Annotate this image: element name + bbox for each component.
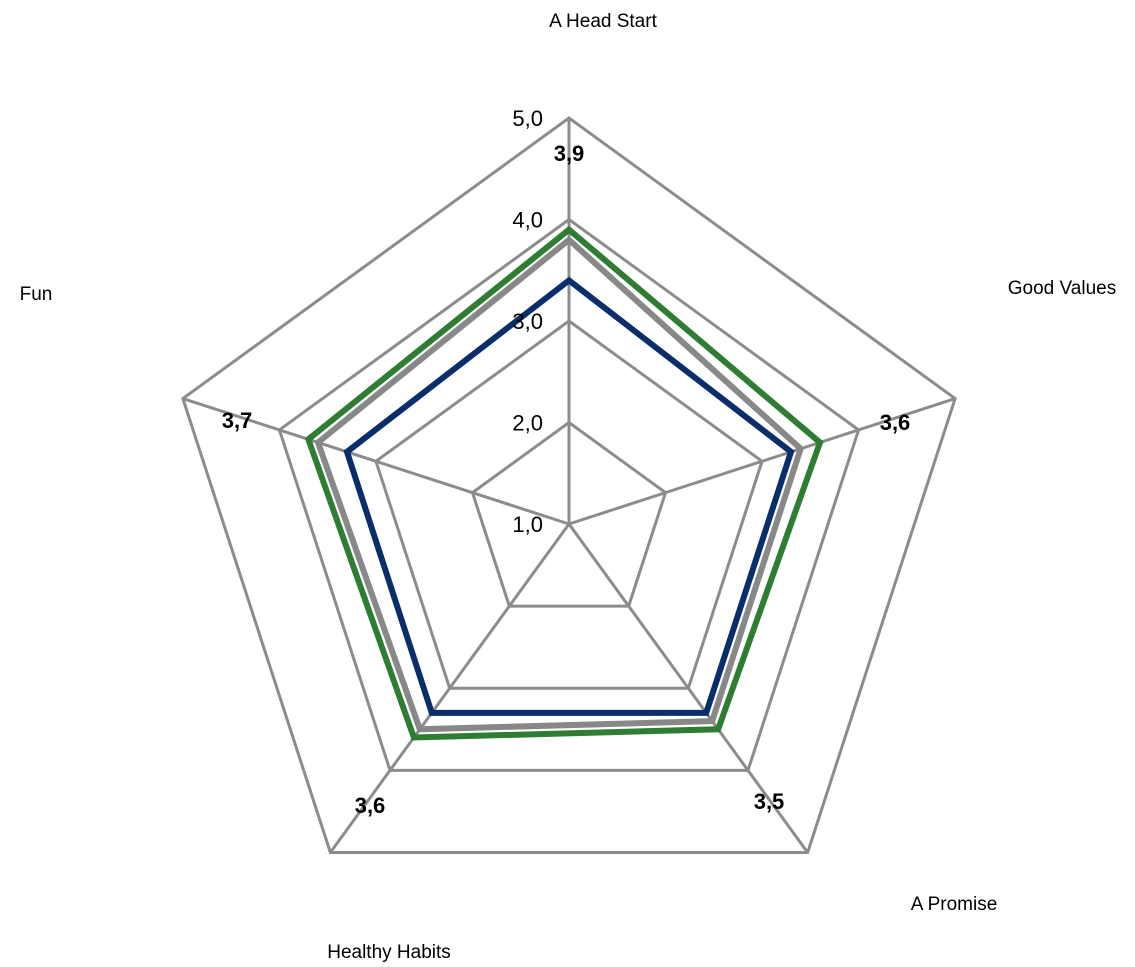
grid-spoke: [182, 397, 570, 526]
grid-spoke: [329, 523, 571, 854]
series-line-1: [304, 225, 824, 741]
series-line-2: [314, 235, 805, 733]
data-label: 3,6: [880, 410, 911, 435]
tick-label: 2,0: [512, 411, 543, 436]
category-label: Good Values: [1008, 278, 1116, 299]
tick-label: 1,0: [512, 512, 543, 537]
series-line-3: [343, 276, 795, 716]
data-label: 3,7: [222, 408, 253, 433]
tick-label: 3,0: [512, 309, 543, 334]
data-label: 3,9: [554, 141, 585, 166]
category-label: Healthy Habits: [327, 942, 451, 963]
data-label: 3,6: [355, 793, 386, 818]
grid-spoke: [568, 397, 956, 526]
category-label: A Head Start: [549, 11, 657, 32]
tick-label: 5,0: [512, 106, 543, 131]
grid-ring: [470, 420, 668, 608]
tick-label: 4,0: [512, 208, 543, 233]
radial-tick-labels: 1,0 2,0 3,0 4,0 5,0: [512, 106, 543, 537]
category-label: A Promise: [911, 894, 998, 915]
grid-ring: [181, 116, 957, 854]
radar-grid: [181, 116, 957, 854]
category-label: Fun: [20, 284, 53, 305]
grid-spoke: [567, 523, 809, 854]
data-label: 3,5: [754, 789, 785, 814]
radar-series: [304, 225, 824, 741]
grid-ring: [277, 217, 861, 772]
data-labels: 3,9 3,6 3,5 3,6 3,7: [222, 141, 911, 818]
category-labels: A Head Start Good Values A Promise Healthy …: [20, 11, 1117, 963]
grid-ring: [374, 319, 764, 690]
